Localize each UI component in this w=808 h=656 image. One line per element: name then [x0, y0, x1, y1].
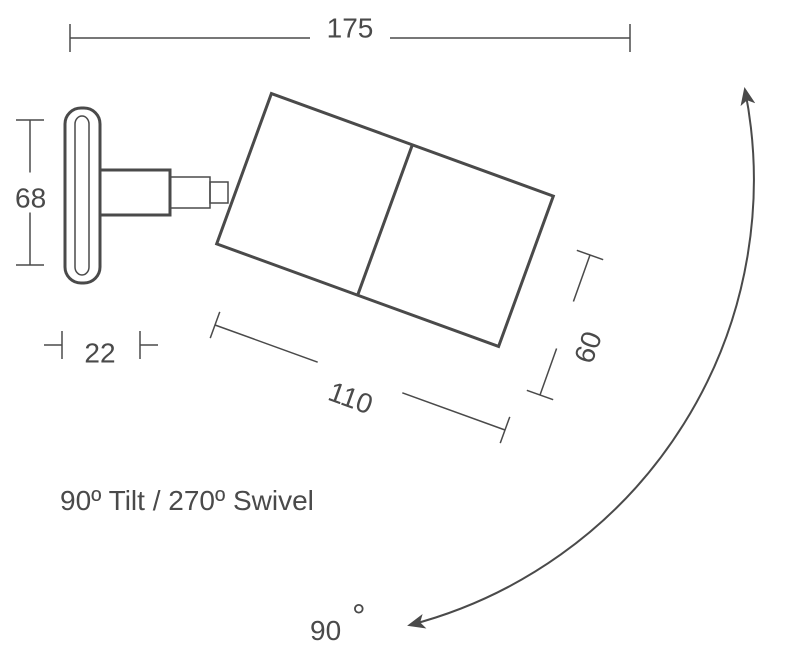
- degree-symbol: °: [352, 598, 366, 636]
- dim-body-width-value: 60: [568, 327, 608, 367]
- dim-mount-depth: 22: [44, 331, 158, 368]
- mount-plate: [65, 108, 100, 283]
- light-body: [217, 94, 554, 347]
- dim-body-width: 60: [527, 250, 608, 399]
- tilt-swivel-note: 90º Tilt / 270º Swivel: [60, 485, 314, 516]
- dim-mount-height: 68: [15, 120, 46, 265]
- dim-body-length-value: 110: [324, 376, 377, 420]
- dim-overall-width: 175: [70, 12, 630, 52]
- swivel-angle-label: 90 °: [310, 598, 366, 646]
- stem: [100, 170, 228, 215]
- dim-mount-height-value: 68: [15, 182, 46, 213]
- dim-overall-width-value: 175: [327, 12, 374, 43]
- dim-mount-depth-value: 22: [84, 337, 115, 368]
- technical-drawing: 175 68 22 110 60: [0, 0, 808, 656]
- dim-body-length: 110: [210, 312, 510, 443]
- swivel-angle-value: 90: [310, 615, 341, 646]
